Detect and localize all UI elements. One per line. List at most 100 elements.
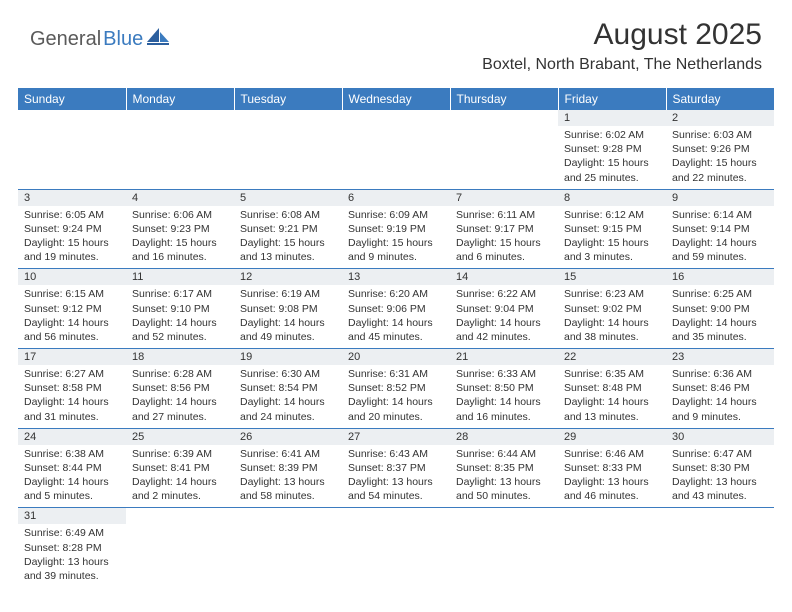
day-content-cell: Sunrise: 6:23 AMSunset: 9:02 PMDaylight:… (558, 285, 666, 348)
day-number-cell: 29 (558, 428, 666, 445)
sunrise-text: Sunrise: 6:20 AM (348, 287, 444, 301)
day-number-cell: 6 (342, 189, 450, 206)
sunset-text: Sunset: 9:12 PM (24, 302, 120, 316)
sunrise-text: Sunrise: 6:47 AM (672, 447, 768, 461)
day-content-cell: Sunrise: 6:30 AMSunset: 8:54 PMDaylight:… (234, 365, 342, 428)
day-content-cell: Sunrise: 6:09 AMSunset: 9:19 PMDaylight:… (342, 206, 450, 269)
day1-text: Daylight: 15 hours (672, 156, 768, 170)
logo-text-general: General (30, 28, 101, 51)
day-number-cell: 21 (450, 349, 558, 366)
day2-text: and 52 minutes. (132, 330, 228, 344)
day1-text: Daylight: 15 hours (240, 236, 336, 250)
day1-text: Daylight: 15 hours (132, 236, 228, 250)
location-subtitle: Boxtel, North Brabant, The Netherlands (482, 56, 762, 74)
day-number-cell: 18 (126, 349, 234, 366)
day-content-cell: Sunrise: 6:38 AMSunset: 8:44 PMDaylight:… (18, 445, 126, 508)
sunrise-text: Sunrise: 6:23 AM (564, 287, 660, 301)
day-number-cell: 3 (18, 189, 126, 206)
day-number-cell: 9 (666, 189, 774, 206)
day1-text: Daylight: 14 hours (24, 475, 120, 489)
weekday-header: Monday (126, 88, 234, 110)
day-number-cell (126, 110, 234, 126)
sunset-text: Sunset: 9:08 PM (240, 302, 336, 316)
sunset-text: Sunset: 8:33 PM (564, 461, 660, 475)
sunrise-text: Sunrise: 6:38 AM (24, 447, 120, 461)
day-number-cell: 1 (558, 110, 666, 126)
day-content-cell: Sunrise: 6:06 AMSunset: 9:23 PMDaylight:… (126, 206, 234, 269)
day-content-cell (126, 524, 234, 587)
day-content-cell: Sunrise: 6:33 AMSunset: 8:50 PMDaylight:… (450, 365, 558, 428)
day1-text: Daylight: 15 hours (24, 236, 120, 250)
day2-text: and 42 minutes. (456, 330, 552, 344)
sunrise-text: Sunrise: 6:15 AM (24, 287, 120, 301)
sunset-text: Sunset: 8:52 PM (348, 381, 444, 395)
day-content-cell: Sunrise: 6:35 AMSunset: 8:48 PMDaylight:… (558, 365, 666, 428)
day-content-cell: Sunrise: 6:08 AMSunset: 9:21 PMDaylight:… (234, 206, 342, 269)
sunset-text: Sunset: 9:06 PM (348, 302, 444, 316)
day2-text: and 58 minutes. (240, 489, 336, 503)
sunset-text: Sunset: 8:46 PM (672, 381, 768, 395)
day1-text: Daylight: 13 hours (456, 475, 552, 489)
weekday-header-row: Sunday Monday Tuesday Wednesday Thursday… (18, 88, 774, 110)
day1-text: Daylight: 13 hours (348, 475, 444, 489)
day-number-cell: 24 (18, 428, 126, 445)
day-number-row: 31 (18, 508, 774, 525)
day2-text: and 38 minutes. (564, 330, 660, 344)
sunrise-text: Sunrise: 6:30 AM (240, 367, 336, 381)
day-number-cell: 22 (558, 349, 666, 366)
sunset-text: Sunset: 9:26 PM (672, 142, 768, 156)
day1-text: Daylight: 14 hours (132, 475, 228, 489)
sunrise-text: Sunrise: 6:08 AM (240, 208, 336, 222)
sunrise-text: Sunrise: 6:17 AM (132, 287, 228, 301)
sunrise-text: Sunrise: 6:06 AM (132, 208, 228, 222)
sunset-text: Sunset: 9:21 PM (240, 222, 336, 236)
day-content-cell: Sunrise: 6:15 AMSunset: 9:12 PMDaylight:… (18, 285, 126, 348)
day-content-cell: Sunrise: 6:14 AMSunset: 9:14 PMDaylight:… (666, 206, 774, 269)
day1-text: Daylight: 14 hours (24, 395, 120, 409)
weekday-header: Friday (558, 88, 666, 110)
sunset-text: Sunset: 8:28 PM (24, 541, 120, 555)
day1-text: Daylight: 14 hours (672, 236, 768, 250)
sunset-text: Sunset: 8:58 PM (24, 381, 120, 395)
sunset-text: Sunset: 9:04 PM (456, 302, 552, 316)
sunset-text: Sunset: 9:10 PM (132, 302, 228, 316)
weekday-header: Saturday (666, 88, 774, 110)
sunrise-text: Sunrise: 6:09 AM (348, 208, 444, 222)
day1-text: Daylight: 14 hours (348, 316, 444, 330)
sunset-text: Sunset: 9:00 PM (672, 302, 768, 316)
sunrise-text: Sunrise: 6:12 AM (564, 208, 660, 222)
day-number-row: 24252627282930 (18, 428, 774, 445)
sunset-text: Sunset: 8:41 PM (132, 461, 228, 475)
sunset-text: Sunset: 8:44 PM (24, 461, 120, 475)
logo: General Blue (30, 28, 169, 51)
day-content-cell (450, 524, 558, 587)
day-content-cell: Sunrise: 6:12 AMSunset: 9:15 PMDaylight:… (558, 206, 666, 269)
day-content-cell: Sunrise: 6:25 AMSunset: 9:00 PMDaylight:… (666, 285, 774, 348)
day-number-cell: 11 (126, 269, 234, 286)
day-content-cell: Sunrise: 6:41 AMSunset: 8:39 PMDaylight:… (234, 445, 342, 508)
day-content-cell: Sunrise: 6:17 AMSunset: 9:10 PMDaylight:… (126, 285, 234, 348)
day2-text: and 19 minutes. (24, 250, 120, 264)
day2-text: and 39 minutes. (24, 569, 120, 583)
day-content-cell: Sunrise: 6:36 AMSunset: 8:46 PMDaylight:… (666, 365, 774, 428)
day2-text: and 13 minutes. (240, 250, 336, 264)
sunrise-text: Sunrise: 6:02 AM (564, 128, 660, 142)
day-content-cell: Sunrise: 6:28 AMSunset: 8:56 PMDaylight:… (126, 365, 234, 428)
weekday-header: Sunday (18, 88, 126, 110)
day1-text: Daylight: 14 hours (672, 316, 768, 330)
day-content-cell (234, 524, 342, 587)
day1-text: Daylight: 15 hours (348, 236, 444, 250)
day1-text: Daylight: 14 hours (672, 395, 768, 409)
day-content-row: Sunrise: 6:15 AMSunset: 9:12 PM Daylight:… (18, 285, 774, 348)
sunset-text: Sunset: 8:30 PM (672, 461, 768, 475)
day-content-cell: Sunrise: 6:11 AMSunset: 9:17 PMDaylight:… (450, 206, 558, 269)
sunset-text: Sunset: 8:54 PM (240, 381, 336, 395)
sunset-text: Sunset: 8:48 PM (564, 381, 660, 395)
day-number-cell: 14 (450, 269, 558, 286)
day2-text: and 49 minutes. (240, 330, 336, 344)
day-number-row: 12 (18, 110, 774, 126)
sunrise-text: Sunrise: 6:25 AM (672, 287, 768, 301)
day-number-cell: 12 (234, 269, 342, 286)
day-content-row: Sunrise: 6:05 AMSunset: 9:24 PMDaylight:… (18, 206, 774, 269)
day-content-cell: Sunrise: 6:22 AMSunset: 9:04 PMDaylight:… (450, 285, 558, 348)
